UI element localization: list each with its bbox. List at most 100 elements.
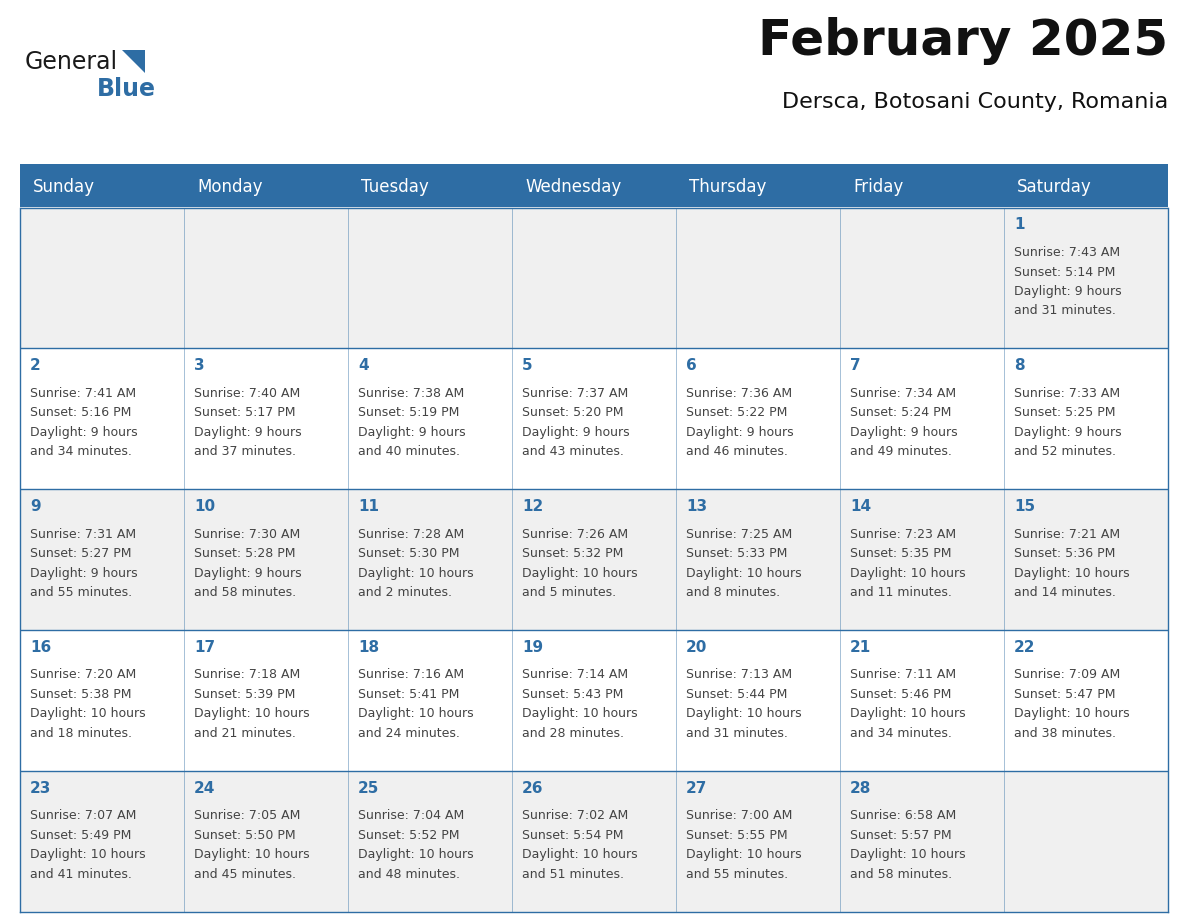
Bar: [1004, 771, 1168, 912]
Text: Friday: Friday: [853, 178, 903, 196]
Text: and 55 minutes.: and 55 minutes.: [30, 586, 132, 599]
Text: Daylight: 9 hours: Daylight: 9 hours: [849, 426, 958, 439]
Bar: [512, 207, 676, 348]
Text: Sunset: 5:17 PM: Sunset: 5:17 PM: [194, 407, 296, 420]
Text: Daylight: 9 hours: Daylight: 9 hours: [358, 426, 466, 439]
Text: Sunrise: 7:28 AM: Sunrise: 7:28 AM: [358, 528, 465, 541]
Bar: [1004, 348, 1168, 489]
Bar: [676, 630, 840, 771]
Text: 25: 25: [358, 780, 379, 796]
Text: Daylight: 9 hours: Daylight: 9 hours: [522, 426, 630, 439]
Text: 4: 4: [358, 358, 368, 374]
Text: Sunrise: 7:41 AM: Sunrise: 7:41 AM: [30, 386, 137, 400]
Bar: [184, 207, 348, 348]
Text: and 58 minutes.: and 58 minutes.: [194, 586, 296, 599]
Text: Sunset: 5:43 PM: Sunset: 5:43 PM: [522, 688, 624, 701]
Text: and 48 minutes.: and 48 minutes.: [358, 868, 460, 880]
Text: Daylight: 10 hours: Daylight: 10 hours: [685, 848, 802, 861]
Text: Daylight: 9 hours: Daylight: 9 hours: [1015, 426, 1121, 439]
Text: February 2025: February 2025: [758, 17, 1168, 65]
Text: Sunrise: 7:37 AM: Sunrise: 7:37 AM: [522, 386, 628, 400]
Text: and 34 minutes.: and 34 minutes.: [849, 727, 952, 740]
Bar: [20, 771, 184, 912]
Bar: [20, 207, 184, 348]
Text: 1: 1: [1015, 218, 1024, 232]
Bar: [348, 207, 512, 348]
Text: and 58 minutes.: and 58 minutes.: [849, 868, 952, 880]
Text: Daylight: 10 hours: Daylight: 10 hours: [30, 708, 146, 721]
Text: 3: 3: [194, 358, 204, 374]
Bar: [840, 348, 1004, 489]
Text: and 34 minutes.: and 34 minutes.: [30, 445, 132, 458]
Text: Sunset: 5:44 PM: Sunset: 5:44 PM: [685, 688, 788, 701]
Bar: [512, 167, 676, 207]
Text: Sunset: 5:41 PM: Sunset: 5:41 PM: [358, 688, 460, 701]
Bar: [840, 771, 1004, 912]
Text: Daylight: 10 hours: Daylight: 10 hours: [30, 848, 146, 861]
Text: Sunrise: 7:34 AM: Sunrise: 7:34 AM: [849, 386, 956, 400]
Bar: [512, 771, 676, 912]
Text: General: General: [25, 50, 118, 74]
Bar: [676, 348, 840, 489]
Text: Sunset: 5:22 PM: Sunset: 5:22 PM: [685, 407, 788, 420]
Text: and 55 minutes.: and 55 minutes.: [685, 868, 788, 880]
Text: Sunset: 5:38 PM: Sunset: 5:38 PM: [30, 688, 132, 701]
Text: Sunrise: 7:14 AM: Sunrise: 7:14 AM: [522, 668, 628, 681]
Text: and 18 minutes.: and 18 minutes.: [30, 727, 132, 740]
Text: 28: 28: [849, 780, 871, 796]
Text: Daylight: 10 hours: Daylight: 10 hours: [849, 566, 966, 579]
Bar: [1004, 630, 1168, 771]
Text: Blue: Blue: [97, 77, 156, 101]
Text: Daylight: 10 hours: Daylight: 10 hours: [849, 848, 966, 861]
Text: and 21 minutes.: and 21 minutes.: [194, 727, 296, 740]
Text: Daylight: 9 hours: Daylight: 9 hours: [30, 426, 138, 439]
Bar: [20, 164, 1168, 167]
Text: Sunrise: 7:00 AM: Sunrise: 7:00 AM: [685, 809, 792, 823]
Polygon shape: [122, 50, 145, 73]
Text: 19: 19: [522, 640, 543, 655]
Text: Sunset: 5:27 PM: Sunset: 5:27 PM: [30, 547, 132, 560]
Bar: [348, 771, 512, 912]
Bar: [184, 771, 348, 912]
Text: Sunset: 5:55 PM: Sunset: 5:55 PM: [685, 829, 788, 842]
Bar: [348, 348, 512, 489]
Text: Sunset: 5:25 PM: Sunset: 5:25 PM: [1015, 407, 1116, 420]
Text: Sunrise: 7:40 AM: Sunrise: 7:40 AM: [194, 386, 301, 400]
Text: Daylight: 10 hours: Daylight: 10 hours: [1015, 566, 1130, 579]
Text: 15: 15: [1015, 499, 1035, 514]
Text: Daylight: 9 hours: Daylight: 9 hours: [194, 426, 302, 439]
Text: Sunset: 5:24 PM: Sunset: 5:24 PM: [849, 407, 952, 420]
Text: 24: 24: [194, 780, 215, 796]
Text: Sunset: 5:14 PM: Sunset: 5:14 PM: [1015, 265, 1116, 278]
Text: Daylight: 9 hours: Daylight: 9 hours: [1015, 285, 1121, 298]
Text: and 8 minutes.: and 8 minutes.: [685, 586, 781, 599]
Text: Sunset: 5:28 PM: Sunset: 5:28 PM: [194, 547, 296, 560]
Text: Daylight: 10 hours: Daylight: 10 hours: [522, 566, 638, 579]
Text: Sunrise: 7:02 AM: Sunrise: 7:02 AM: [522, 809, 628, 823]
Text: Sunrise: 7:09 AM: Sunrise: 7:09 AM: [1015, 668, 1120, 681]
Text: 22: 22: [1015, 640, 1036, 655]
Text: 7: 7: [849, 358, 860, 374]
Text: Saturday: Saturday: [1017, 178, 1092, 196]
Text: 14: 14: [849, 499, 871, 514]
Text: Sunrise: 7:38 AM: Sunrise: 7:38 AM: [358, 386, 465, 400]
Text: Sunset: 5:57 PM: Sunset: 5:57 PM: [849, 829, 952, 842]
Text: Sunrise: 7:33 AM: Sunrise: 7:33 AM: [1015, 386, 1120, 400]
Text: 6: 6: [685, 358, 696, 374]
Text: Daylight: 10 hours: Daylight: 10 hours: [522, 708, 638, 721]
Text: Daylight: 10 hours: Daylight: 10 hours: [358, 566, 474, 579]
Bar: [20, 348, 184, 489]
Bar: [20, 167, 184, 207]
Text: Sunrise: 7:36 AM: Sunrise: 7:36 AM: [685, 386, 792, 400]
Text: Sunset: 5:47 PM: Sunset: 5:47 PM: [1015, 688, 1116, 701]
Text: and 28 minutes.: and 28 minutes.: [522, 727, 624, 740]
Text: and 31 minutes.: and 31 minutes.: [685, 727, 788, 740]
Text: Sunset: 5:49 PM: Sunset: 5:49 PM: [30, 829, 132, 842]
Text: Sunset: 5:35 PM: Sunset: 5:35 PM: [849, 547, 952, 560]
Text: Sunset: 5:54 PM: Sunset: 5:54 PM: [522, 829, 624, 842]
Text: Sunset: 5:52 PM: Sunset: 5:52 PM: [358, 829, 460, 842]
Text: and 40 minutes.: and 40 minutes.: [358, 445, 460, 458]
Text: Monday: Monday: [197, 178, 263, 196]
Text: Sunset: 5:36 PM: Sunset: 5:36 PM: [1015, 547, 1116, 560]
Text: and 41 minutes.: and 41 minutes.: [30, 868, 132, 880]
